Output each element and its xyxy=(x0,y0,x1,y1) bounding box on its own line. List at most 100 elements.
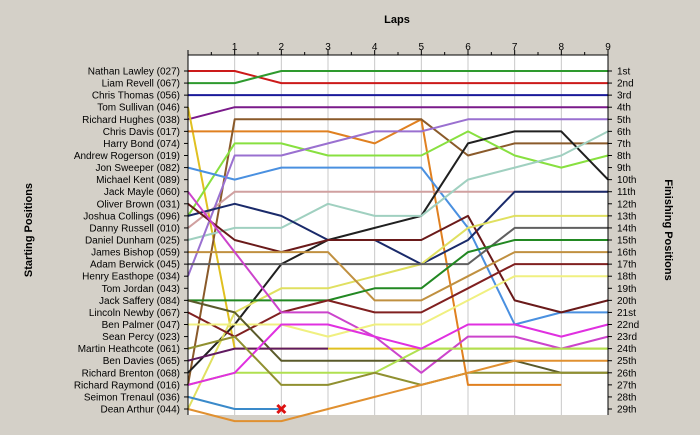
finishing-position-label: 7th xyxy=(617,139,631,150)
finishing-position-label: 20th xyxy=(617,296,636,307)
x-tick-label: 2 xyxy=(279,42,285,53)
starting-position-label: Danny Russell (010) xyxy=(89,223,180,234)
starting-position-label: Richard Brenton (068) xyxy=(82,368,180,379)
series-line-6 xyxy=(188,118,562,386)
series-line-25 xyxy=(187,347,608,386)
finishing-position-label: 13th xyxy=(617,211,636,222)
finishing-position-label: 16th xyxy=(617,248,636,259)
finishing-position-label: 8th xyxy=(617,151,631,162)
starting-position-label: Martin Heathcote (061) xyxy=(78,344,180,355)
finishing-position-label: 1st xyxy=(617,67,631,78)
finishing-position-label: 23rd xyxy=(617,332,637,343)
starting-position-label: Chris Thomas (056) xyxy=(92,91,180,102)
x-tick-label: 9 xyxy=(605,42,611,53)
starting-position-label: Jon Sweeper (082) xyxy=(96,163,181,174)
starting-position-label: Adam Berwick (045) xyxy=(90,260,180,271)
finishing-position-label: 28th xyxy=(617,392,636,403)
finishing-position-label: 3rd xyxy=(617,91,631,102)
marker-layer xyxy=(276,403,287,415)
starting-position-label: Jack Saffery (084) xyxy=(99,296,180,307)
x-tick-label: 3 xyxy=(325,42,331,53)
series-line-17 xyxy=(188,226,608,266)
finishing-position-label: 4th xyxy=(617,103,631,114)
starting-position-label: Harry Bond (074) xyxy=(103,139,180,150)
series-line-28 xyxy=(187,335,608,386)
x-tick-label: 4 xyxy=(372,42,378,53)
starting-position-label: Sean Percy (023) xyxy=(102,332,180,343)
x-tick-label: 8 xyxy=(559,42,565,53)
finishing-position-label: 29th xyxy=(617,405,636,416)
starting-position-label: Oliver Brown (031) xyxy=(97,199,180,210)
finishing-position-label: 24th xyxy=(617,344,636,355)
series-layer xyxy=(187,70,609,423)
finishing-position-label: 6th xyxy=(617,127,631,138)
finishing-position-label: 10th xyxy=(617,175,636,186)
series-line-27 xyxy=(187,395,282,410)
starting-position-label: Richard Hughes (038) xyxy=(82,115,180,126)
series-line-2 xyxy=(188,70,608,85)
starting-position-label: Henry Easthope (034) xyxy=(82,272,180,283)
starting-position-label: James Bishop (059) xyxy=(91,248,180,259)
finishing-position-label: 26th xyxy=(617,368,636,379)
starting-position-label: Andrew Rogerson (019) xyxy=(74,151,180,162)
finishing-position-label: 19th xyxy=(617,284,636,295)
x-axis-title: Laps xyxy=(384,14,410,26)
starting-position-label: Tom Sullivan (046) xyxy=(97,103,180,114)
starting-position-label: Nathan Lawley (027) xyxy=(88,67,180,78)
series-line-15 xyxy=(187,203,609,314)
x-tick-label: 5 xyxy=(419,42,425,53)
finishing-position-label: 21st xyxy=(617,308,636,319)
starting-position-labels: Nathan Lawley (027)Liam Revell (067)Chri… xyxy=(74,67,180,416)
series-line-11 xyxy=(187,130,609,374)
finishing-position-label: 27th xyxy=(617,380,636,391)
finishing-position-labels: 1st2nd3rd4th5th6th7th8th9th10th11th12th1… xyxy=(617,67,639,416)
y-axis-left-title: Starting Positions xyxy=(23,183,35,277)
finishing-position-label: 12th xyxy=(617,199,636,210)
finishing-position-label: 25th xyxy=(617,356,636,367)
starting-position-label: Daniel Dunham (025) xyxy=(85,236,180,247)
finishing-position-label: 11th xyxy=(617,187,636,198)
starting-position-label: Ben Palmer (047) xyxy=(102,320,180,331)
retired-marker xyxy=(276,403,287,415)
starting-position-label: Michael Kent (089) xyxy=(96,175,180,186)
starting-position-label: Liam Revell (067) xyxy=(102,79,180,90)
series-line-19 xyxy=(188,239,608,302)
starting-position-label: Tom Jordan (043) xyxy=(102,284,180,295)
x-tick-label: 7 xyxy=(512,42,518,53)
series-line-26 xyxy=(187,323,609,386)
series-line-9 xyxy=(187,166,608,326)
starting-position-label: Seimon Trenaul (036) xyxy=(84,392,180,403)
starting-position-label: Jack Mayle (060) xyxy=(104,187,180,198)
series-line-21 xyxy=(187,191,609,374)
starting-position-label: Joshua Collings (096) xyxy=(83,211,180,222)
finishing-position-label: 18th xyxy=(617,272,636,283)
grid xyxy=(234,55,609,415)
finishing-position-label: 14th xyxy=(617,223,636,234)
starting-position-label: Chris Davis (017) xyxy=(103,127,180,138)
finishing-position-label: 9th xyxy=(617,163,631,174)
x-tick-labels: 1 2 3 4 5 6 7 8 9 xyxy=(232,42,611,53)
x-tick-label: 1 xyxy=(232,42,238,53)
x-tick-label: 6 xyxy=(465,42,471,53)
finishing-position-label: 22nd xyxy=(617,320,639,331)
series-line-13 xyxy=(187,118,608,277)
series-line-14 xyxy=(187,190,608,266)
finishing-position-label: 15th xyxy=(617,236,636,247)
finishing-position-label: 17th xyxy=(617,260,636,271)
starting-position-label: Richard Raymond (016) xyxy=(74,380,180,391)
series-line-22 xyxy=(188,275,608,338)
retired-marker-stroke xyxy=(276,403,287,415)
finishing-position-label: 2nd xyxy=(617,79,634,90)
series-line-4 xyxy=(187,106,608,121)
starting-position-label: Lincoln Newby (067) xyxy=(89,308,180,319)
series-line-18 xyxy=(188,251,608,302)
series-line-7 xyxy=(187,118,608,386)
y-axis-right-title: Finishing Positions xyxy=(662,179,674,280)
axes xyxy=(184,50,612,415)
starting-position-label: Dean Arthur (044) xyxy=(101,405,181,416)
series-line-29 xyxy=(187,359,608,423)
starting-position-label: Ben Davies (065) xyxy=(103,356,180,367)
series-line-12 xyxy=(187,130,609,241)
finishing-position-label: 5th xyxy=(617,115,631,126)
